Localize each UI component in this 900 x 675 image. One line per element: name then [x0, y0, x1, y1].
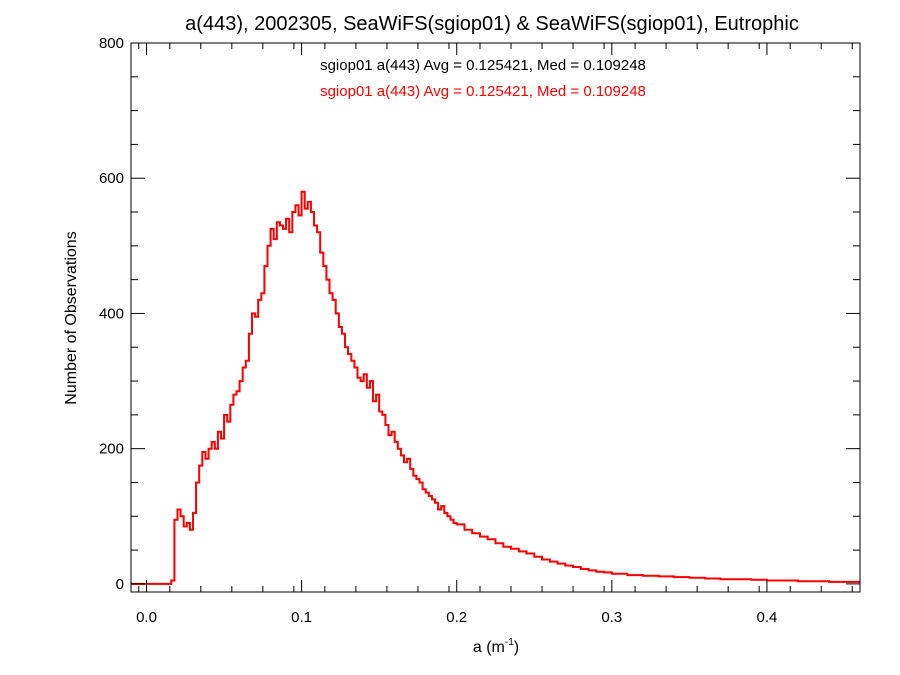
x-tick-label: 0.1 — [291, 609, 312, 626]
y-tick-label: 400 — [99, 305, 124, 322]
x-tick-label: 0.4 — [757, 609, 778, 626]
y-tick-label: 800 — [99, 35, 124, 52]
annotation-black: sgiop01 a(443) Avg = 0.125421, Med = 0.1… — [320, 57, 646, 74]
histogram-series-2 — [131, 190, 860, 585]
axis-ticks: 0.0 0.1 0.2 0.3 0.4 0 200 400 600 800 — [99, 35, 860, 626]
plot-area — [131, 190, 860, 585]
chart-title: a(443), 2002305, SeaWiFS(sgiop01) & SeaW… — [185, 13, 799, 35]
x-tick-label: 0.3 — [601, 609, 622, 626]
x-axis-label-superscript: -1 — [505, 637, 514, 648]
plot-frame — [130, 42, 861, 593]
x-axis-label-close: ) — [514, 639, 519, 656]
annotation-red: sgiop01 a(443) Avg = 0.125421, Med = 0.1… — [320, 83, 646, 100]
y-tick-label: 200 — [99, 441, 124, 458]
y-tick-label: 600 — [99, 170, 124, 187]
x-axis-label: a (m-1) — [473, 637, 519, 656]
y-axis-label: Number of Observations — [63, 231, 80, 404]
x-axis-label-main: a (m — [473, 639, 505, 656]
y-tick-label: 0 — [116, 576, 124, 593]
x-tick-label: 0.2 — [446, 609, 467, 626]
x-tick-label: 0.0 — [136, 609, 157, 626]
